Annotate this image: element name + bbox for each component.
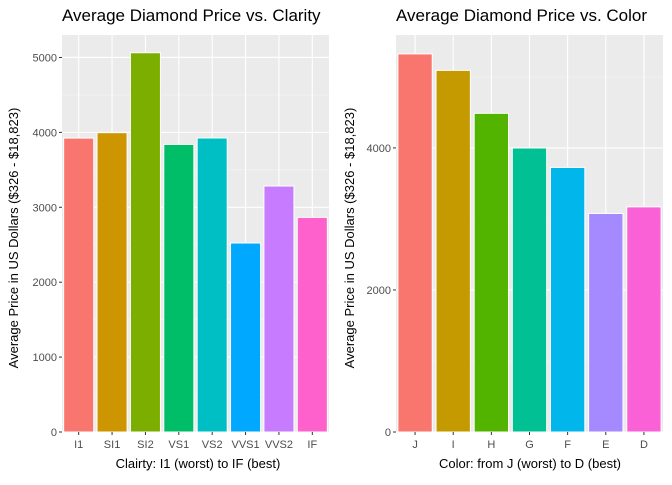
y-tick-label: 2000 [367, 285, 391, 297]
bars [63, 52, 328, 433]
bar-h [473, 112, 510, 433]
x-tick-label: VS1 [168, 439, 189, 451]
bar-g [511, 147, 548, 433]
bar-e [588, 212, 624, 433]
x-tick-label: SI2 [137, 439, 154, 451]
bar-vs1 [163, 143, 195, 433]
x-tick-label: E [602, 439, 609, 451]
y-axis-title: Average Price in US Dollars ($326 - $18,… [6, 108, 21, 369]
y-tick-label: 1000 [33, 352, 57, 364]
bar-vvs2 [263, 185, 295, 433]
x-tick-label: I1 [74, 439, 83, 451]
bar-if [296, 216, 328, 433]
x-tick-label: G [525, 439, 534, 451]
x-tick-label: F [564, 439, 571, 451]
y-tick-label: 5000 [33, 52, 57, 64]
clarity-chart: Average Diamond Price vs. Clarity 0 1000 2… [6, 6, 329, 471]
y-tick-label: 0 [385, 427, 391, 439]
x-tick-label: I [452, 439, 455, 451]
bar-d [626, 206, 662, 433]
x-tick-label: SI1 [104, 439, 121, 451]
bar-vs2 [196, 137, 228, 433]
y-tick-label: 3000 [33, 202, 57, 214]
bar-vvs1 [230, 242, 262, 433]
x-axis-ticks: I1 SI1 SI2 VS1 VS2 VVS1 VVS2 IF [74, 432, 317, 451]
y-axis-ticks: 0 1000 2000 3000 4000 5000 [33, 52, 62, 439]
x-axis-title: Clairty: I1 (worst) to IF (best) [116, 456, 281, 471]
y-tick-label: 2000 [33, 277, 57, 289]
chart-title: Average Diamond Price vs. Color [396, 6, 647, 25]
x-axis-title: Color: from J (worst) to D (best) [439, 456, 621, 471]
y-axis-title: Average Price in US Dollars ($326 - $18,… [342, 108, 357, 369]
bars [397, 53, 662, 433]
x-tick-label: VS2 [202, 439, 223, 451]
y-axis-ticks: 0 2000 4000 [367, 143, 396, 439]
x-tick-label: J [412, 439, 418, 451]
x-tick-label: VVS2 [265, 439, 293, 451]
bar-si1 [96, 132, 128, 433]
chart-title: Average Diamond Price vs. Clarity [62, 6, 321, 25]
bar-i1 [63, 137, 95, 433]
x-tick-label: IF [307, 439, 317, 451]
x-tick-label: VVS1 [231, 439, 259, 451]
y-tick-label: 4000 [367, 143, 391, 155]
color-chart: Average Diamond Price vs. Color 0 2000 400… [342, 6, 663, 471]
bar-si2 [129, 52, 161, 433]
bar-f [549, 166, 586, 433]
bar-j [397, 53, 433, 433]
x-tick-label: D [640, 439, 648, 451]
bar-i [435, 69, 471, 433]
y-tick-label: 0 [51, 427, 57, 439]
x-tick-label: H [487, 439, 495, 451]
y-tick-label: 4000 [33, 127, 57, 139]
